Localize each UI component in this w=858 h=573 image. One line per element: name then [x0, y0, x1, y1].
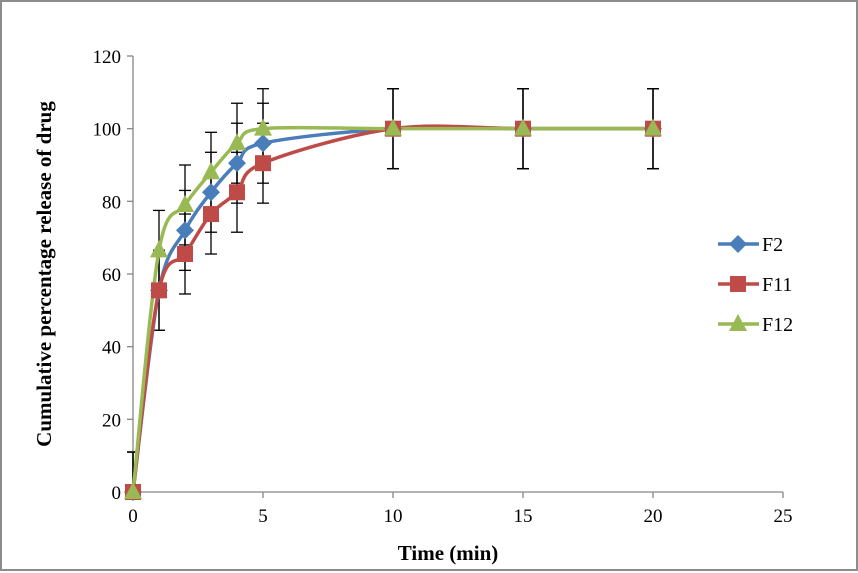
error-bars	[127, 88, 659, 492]
data-point-f12	[228, 133, 246, 151]
data-point-f11	[177, 246, 193, 263]
x-tick-label: 10	[384, 506, 403, 527]
data-point-f12	[514, 118, 532, 136]
data-point-f11	[151, 282, 167, 299]
x-tick-label: 20	[644, 506, 663, 527]
legend-label-f11: F11	[762, 274, 792, 296]
data-point-f11	[255, 155, 271, 172]
series-markers	[124, 118, 662, 501]
legend-label-f12: F12	[762, 314, 793, 336]
legend-marker-f2	[729, 235, 747, 253]
axes: 0 5 10 15 20 25 0 20 40 60 80 100 120	[93, 47, 793, 527]
data-point-f12	[150, 240, 168, 258]
y-tick-label: 40	[102, 338, 121, 359]
data-point-f2	[176, 221, 194, 240]
data-point-f11	[229, 184, 245, 201]
y-tick-label: 120	[93, 47, 122, 68]
legend-marker-f12	[729, 314, 747, 331]
y-tick-label: 80	[102, 192, 121, 213]
data-point-f12	[254, 118, 272, 136]
y-axis-title: Cumulative percentage release of drug	[32, 101, 56, 447]
legend: F2 F11 F12	[718, 234, 793, 336]
data-point-f12	[176, 194, 194, 212]
x-axis-title: Time (min)	[398, 541, 499, 565]
x-tick-label: 5	[258, 506, 268, 527]
data-point-f12	[202, 162, 220, 180]
y-tick-label: 20	[102, 410, 121, 431]
x-tick-label: 0	[128, 506, 138, 527]
data-point-f2	[228, 154, 246, 173]
y-tick-label: 60	[102, 265, 121, 286]
data-point-f2	[202, 183, 220, 202]
y-tick-label: 0	[112, 483, 122, 504]
legend-label-f2: F2	[762, 234, 783, 256]
data-point-f12	[384, 118, 402, 136]
data-point-f11	[203, 206, 219, 223]
y-tick-label: 100	[93, 120, 122, 141]
data-point-f12	[124, 482, 142, 499]
legend-marker-f11	[730, 276, 746, 292]
x-tick-label: 25	[774, 506, 793, 527]
data-point-f12	[644, 118, 662, 136]
x-tick-label: 15	[514, 506, 533, 527]
data-point-f2	[254, 134, 272, 153]
